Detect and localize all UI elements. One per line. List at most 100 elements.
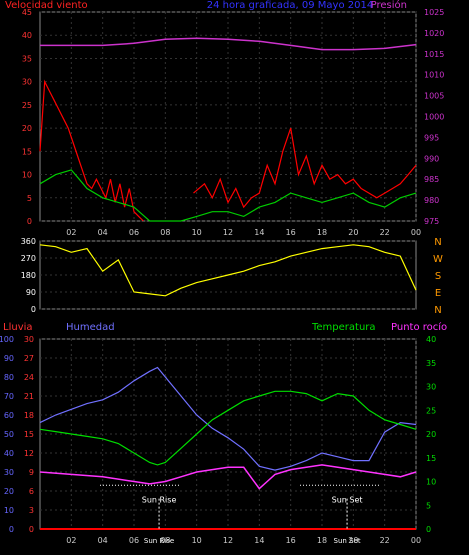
wind-time-tick-label: 08: [160, 228, 170, 237]
wind-speed-tick-label: 45: [22, 8, 32, 17]
climate-time-tick-label: 10: [192, 536, 202, 545]
temperature-label: Temperatura: [311, 322, 376, 333]
temperature-tick-label: 5: [426, 501, 431, 510]
humidity-tick-label: 50: [4, 430, 14, 439]
rain-tick-label: 18: [24, 411, 34, 420]
gust_late-line: [193, 127, 417, 209]
dewpoint-label: Punto rocío: [391, 321, 447, 333]
climate-time-tick-label: 08: [160, 536, 170, 545]
wind-speed-tick-label: 15: [22, 147, 32, 156]
wind_avg-line: [39, 169, 417, 222]
wind-speed-axis: 0 5 10 15 20 25 30 35 40 45: [22, 8, 32, 226]
rain-tick-label: 27: [24, 354, 34, 363]
pressure-tick-label: 1020: [424, 29, 444, 38]
wind-speed-tick-label: 35: [22, 54, 32, 63]
humidity-tick-label: 30: [4, 468, 14, 477]
temperature-tick-label: 30: [426, 383, 436, 392]
rain-label: Lluvia: [3, 322, 33, 333]
compass-label: S: [435, 271, 441, 282]
humidity-tick-label: 40: [4, 449, 14, 458]
compass-label: E: [435, 288, 441, 299]
wind-time-tick-label: 14: [254, 228, 264, 237]
climate-time-tick-label: 04: [98, 536, 108, 545]
humidity-tick-label: 10: [4, 506, 14, 515]
pressure-tick-label: 985: [424, 175, 439, 184]
pressure-axis: 975 980 985 990 995 1000 1005 1010 1015 1020 1025: [424, 8, 444, 226]
climate-time-tick-label: 02: [66, 536, 76, 545]
wind-plot-area: [39, 11, 417, 222]
climate-time-tick-label: 14: [254, 536, 264, 545]
humidity-tick-label: 0: [9, 525, 14, 534]
wind-time-tick-label: 04: [98, 228, 108, 237]
wind-series: [39, 37, 417, 222]
climate-series: [39, 366, 417, 530]
compass-label: N: [434, 305, 441, 316]
wind-speed-tick-label: 20: [22, 124, 32, 133]
direction-tick-label: 360: [21, 237, 36, 246]
temperature-tick-label: 0: [426, 525, 431, 534]
wind-speed-tick-label: 5: [27, 194, 32, 203]
wind-time-tick-label: 18: [317, 228, 327, 237]
temperature-axis: 0 5 10 15 20 25 30 35 40: [426, 335, 436, 534]
sunset-time-label: Sun Set: [334, 537, 361, 545]
climate-grid: [40, 338, 417, 530]
wind-time-tick-label: 10: [192, 228, 202, 237]
rain-tick-label: 24: [24, 373, 34, 382]
pressure-line: [40, 37, 417, 51]
direction-degree-axis: 0 90 180 270 360: [21, 237, 36, 314]
wind-speed-tick-label: 0: [27, 217, 32, 226]
humidity-axis: 0 10 20 30 40 50 60 70 80 90 100: [0, 335, 14, 534]
humidity-tick-label: 60: [4, 411, 14, 420]
wind-speed-label: Velocidad viento: [5, 0, 88, 11]
sunset-label: Sun Set: [332, 495, 363, 504]
sun-markers: Sun Rise Sun Set Sun Rise Sun Set: [100, 484, 380, 545]
pressure-tick-label: 1015: [424, 50, 444, 59]
humidity-tick-label: 90: [4, 354, 14, 363]
pressure-label: Presión: [371, 0, 407, 11]
climate-time-tick-label: 20: [348, 536, 358, 545]
wind-time-tick-label: 16: [286, 228, 296, 237]
wind-time-tick-label: 12: [223, 228, 233, 237]
pressure-tick-label: 1025: [424, 8, 444, 17]
pressure-tick-label: 1005: [424, 92, 444, 101]
climate-time-tick-label: 06: [129, 536, 139, 545]
climate-time-tick-label: 22: [380, 536, 390, 545]
temperature-tick-label: 35: [426, 359, 436, 368]
direction-tick-label: 90: [26, 288, 36, 297]
compass-label: N: [434, 237, 441, 248]
humidity-tick-label: 80: [4, 373, 14, 382]
rain-tick-label: 3: [29, 506, 34, 515]
wind-time-tick-label: 00: [411, 228, 421, 237]
pressure-tick-label: 980: [424, 196, 439, 205]
rain-tick-label: 6: [29, 487, 34, 496]
climate-time-axis: 02 04 06 08 10 12 14 16 18 20 22 00: [66, 536, 421, 545]
rain-tick-label: 12: [24, 449, 34, 458]
climate-time-tick-label: 00: [411, 536, 421, 545]
wind-time-tick-label: 02: [66, 228, 76, 237]
temperature-tick-label: 20: [426, 430, 436, 439]
wind-speed-tick-label: 30: [22, 78, 32, 87]
rain-tick-label: 15: [24, 430, 34, 439]
temperature-tick-label: 15: [426, 454, 436, 463]
temperature-tick-label: 40: [426, 335, 436, 344]
humidity-line: [39, 366, 417, 471]
temperature-line: [39, 390, 417, 466]
wind-time-tick-label: 20: [348, 228, 358, 237]
temperature-tick-label: 10: [426, 478, 436, 487]
direction-series: [39, 244, 417, 297]
dewpoint-line: [39, 464, 417, 490]
rain-axis: 0 3 6 9 12 15 18 21 24 27 30: [24, 335, 34, 534]
temperature-tick-label: 25: [426, 406, 436, 415]
rain-tick-label: 0: [29, 525, 34, 534]
direction-line: [39, 244, 417, 297]
wind-time-tick-label: 06: [129, 228, 139, 237]
direction-tick-label: 0: [31, 305, 36, 314]
pressure-tick-label: 1010: [424, 71, 444, 80]
pressure-tick-label: 975: [424, 217, 439, 226]
rain-tick-label: 21: [24, 392, 34, 401]
pressure-tick-label: 990: [424, 154, 439, 163]
gust-line: [39, 79, 144, 222]
wind-time-tick-label: 22: [380, 228, 390, 237]
